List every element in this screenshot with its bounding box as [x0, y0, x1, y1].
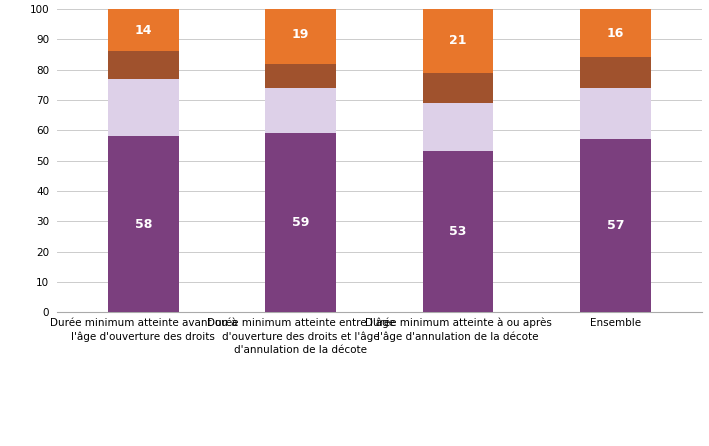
- Text: 16: 16: [607, 27, 624, 40]
- Bar: [580, 9, 651, 58]
- Text: 21: 21: [450, 34, 467, 47]
- Bar: [580, 139, 651, 312]
- Bar: [423, 152, 493, 312]
- Bar: [423, 9, 493, 73]
- Text: 19: 19: [292, 28, 309, 41]
- Bar: [108, 51, 179, 78]
- Bar: [108, 136, 179, 312]
- Bar: [265, 133, 336, 312]
- Bar: [580, 58, 651, 88]
- Bar: [108, 78, 179, 136]
- Bar: [108, 9, 179, 51]
- Text: 59: 59: [292, 216, 309, 229]
- Bar: [265, 6, 336, 63]
- Text: 14: 14: [135, 24, 152, 37]
- Text: 57: 57: [607, 219, 624, 232]
- Bar: [580, 88, 651, 139]
- Bar: [265, 63, 336, 88]
- Text: 53: 53: [450, 225, 467, 238]
- Bar: [423, 103, 493, 152]
- Text: 58: 58: [135, 218, 152, 231]
- Bar: [423, 73, 493, 103]
- Bar: [265, 88, 336, 133]
